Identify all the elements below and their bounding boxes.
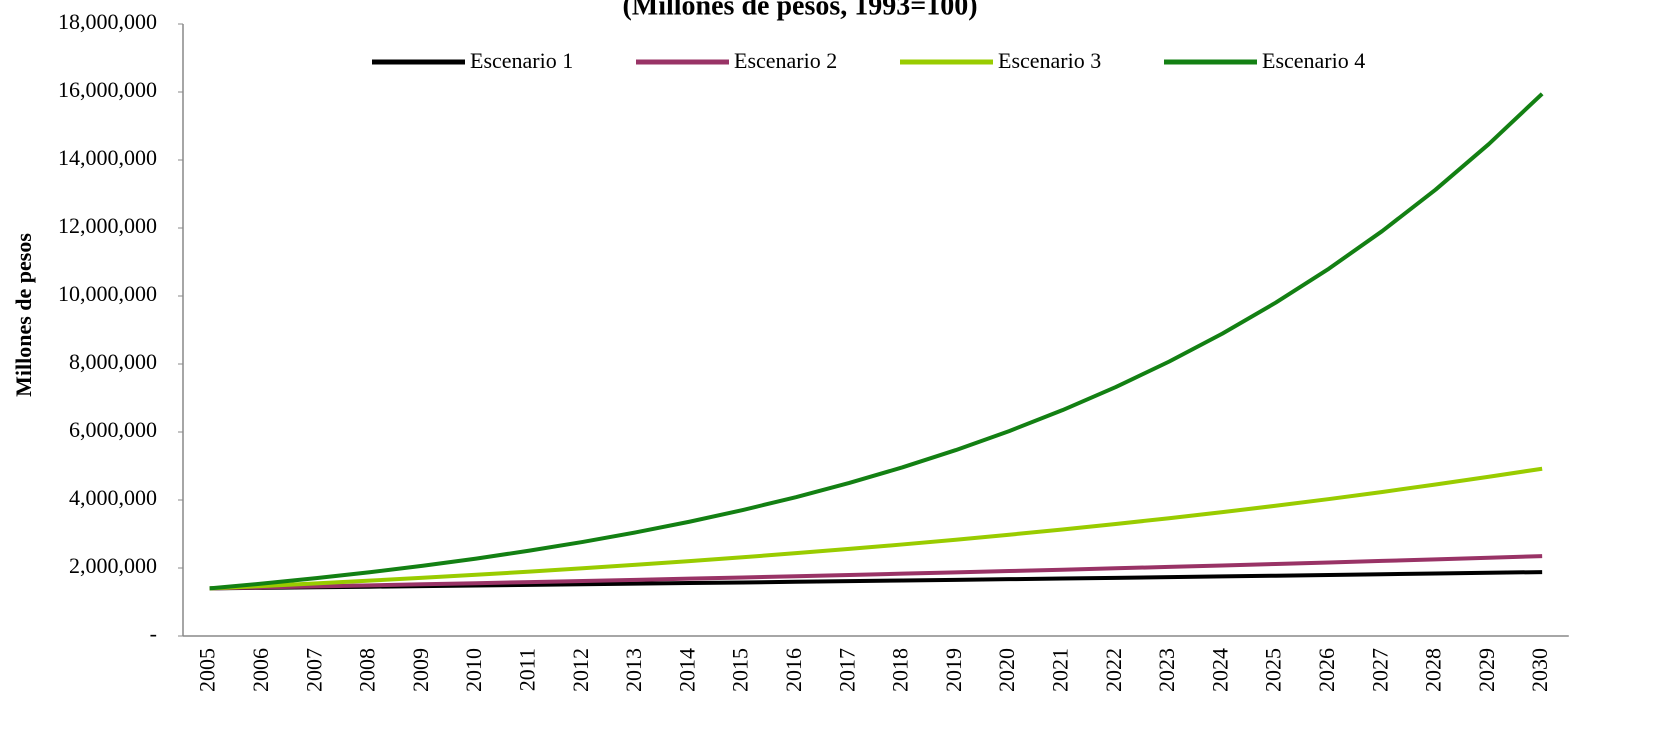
x-tick-label: 2005 (195, 648, 220, 692)
series-line (209, 466, 1543, 591)
y-tick-label: 8,000,000 (69, 349, 157, 374)
x-tick-label: 2011 (514, 648, 539, 691)
y-tick-label: 2,000,000 (69, 553, 157, 578)
x-tick-label: 2014 (674, 648, 699, 692)
x-tick-label: 2012 (568, 648, 593, 692)
x-tick-label: 2008 (355, 648, 380, 692)
x-tick-label: 2025 (1261, 648, 1286, 692)
x-tick-label: 2009 (408, 648, 433, 692)
legend-label: Escenario 3 (998, 48, 1101, 73)
legend-label: Escenario 2 (734, 48, 837, 73)
x-tick-label: 2028 (1421, 648, 1446, 692)
y-tick-label: 10,000,000 (58, 281, 157, 306)
y-tick-label: 6,000,000 (69, 417, 157, 442)
y-tick-label: 16,000,000 (58, 77, 157, 102)
x-tick-label: 2022 (1101, 648, 1126, 692)
x-tick-label: 2007 (301, 648, 326, 692)
x-tick-label: 2018 (888, 648, 913, 692)
x-tick-label: 2006 (248, 648, 273, 692)
x-tick-label: 2026 (1314, 648, 1339, 692)
x-tick-label: 2013 (621, 648, 646, 692)
x-tick-label: 2020 (994, 648, 1019, 692)
legend-label: Escenario 1 (470, 48, 573, 73)
y-tick-label: 14,000,000 (58, 145, 157, 170)
series-line (209, 554, 1543, 591)
x-tick-label: 2023 (1154, 648, 1179, 692)
x-tick-label: 2029 (1474, 648, 1499, 692)
x-tick-label: 2027 (1367, 648, 1392, 692)
legend-label: Escenario 4 (1262, 48, 1365, 73)
x-tick-label: 2021 (1047, 648, 1072, 692)
x-tick-label: 2010 (461, 648, 486, 692)
series-line (209, 92, 1544, 591)
y-tick-label: 12,000,000 (58, 213, 157, 238)
x-tick-label: 2030 (1527, 648, 1552, 692)
x-tick-label: 2024 (1207, 648, 1232, 692)
y-tick-label: 4,000,000 (69, 485, 157, 510)
y-tick-label: - (150, 621, 157, 646)
chart-title: (Millones de pesos, 1993=100) (622, 0, 977, 21)
x-tick-label: 2019 (941, 648, 966, 692)
y-axis-label: Millones de pesos (11, 233, 36, 397)
x-tick-label: 2016 (781, 648, 806, 692)
y-tick-label: 18,000,000 (58, 9, 157, 34)
x-tick-label: 2015 (728, 648, 753, 692)
x-tick-label: 2017 (834, 648, 859, 692)
